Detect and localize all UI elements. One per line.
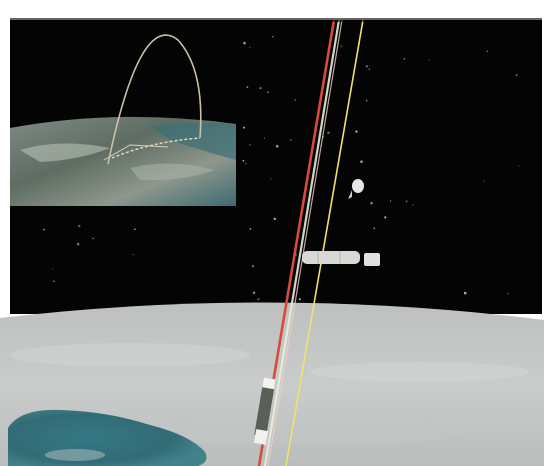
star bbox=[76, 242, 80, 246]
star bbox=[249, 144, 251, 146]
star bbox=[251, 265, 254, 268]
star bbox=[275, 145, 279, 148]
star bbox=[518, 165, 520, 167]
star bbox=[270, 178, 272, 180]
star bbox=[246, 86, 249, 89]
star bbox=[370, 201, 373, 205]
inset-cloud bbox=[130, 163, 215, 181]
star bbox=[463, 291, 467, 295]
star bbox=[242, 159, 245, 162]
star bbox=[483, 180, 485, 182]
cloud-band bbox=[130, 414, 470, 446]
star bbox=[267, 91, 269, 94]
star bbox=[132, 253, 134, 256]
star bbox=[290, 139, 292, 141]
star bbox=[405, 200, 408, 203]
star bbox=[249, 46, 251, 48]
star bbox=[92, 237, 94, 240]
inset-orbit-arc bbox=[111, 137, 201, 159]
module-icon[interactable] bbox=[302, 251, 380, 266]
star bbox=[403, 58, 406, 60]
star bbox=[360, 160, 363, 164]
star bbox=[272, 35, 274, 38]
star bbox=[257, 298, 260, 301]
star bbox=[327, 131, 330, 134]
star bbox=[355, 130, 358, 133]
tether-line-yellow bbox=[285, 19, 364, 466]
star bbox=[243, 126, 246, 129]
star bbox=[243, 41, 246, 45]
inset-orbit-arc bbox=[103, 144, 169, 161]
star bbox=[252, 291, 256, 295]
star bbox=[53, 280, 55, 283]
star bbox=[412, 204, 414, 206]
star bbox=[263, 137, 265, 139]
star bbox=[259, 87, 262, 90]
star bbox=[368, 68, 371, 70]
star bbox=[486, 50, 489, 53]
star bbox=[294, 99, 297, 101]
capsule-icon[interactable] bbox=[348, 179, 364, 199]
star bbox=[43, 228, 45, 231]
star bbox=[52, 268, 54, 270]
star bbox=[365, 65, 368, 68]
star bbox=[134, 228, 136, 230]
star bbox=[389, 200, 392, 202]
star bbox=[373, 227, 375, 230]
cloud-band bbox=[10, 343, 250, 367]
star bbox=[515, 74, 518, 76]
tether-line-light bbox=[263, 19, 341, 466]
star bbox=[77, 224, 81, 228]
star bbox=[245, 163, 247, 165]
star bbox=[384, 216, 387, 219]
star bbox=[340, 45, 343, 48]
ocean-cloud bbox=[45, 449, 105, 461]
inset-orbit-arc bbox=[107, 34, 202, 165]
star bbox=[366, 99, 368, 102]
star bbox=[273, 217, 277, 221]
tether-climber[interactable] bbox=[253, 377, 276, 445]
tether-line-pale bbox=[267, 19, 343, 466]
star bbox=[298, 298, 301, 301]
inset-cloud bbox=[20, 143, 110, 162]
star bbox=[249, 228, 252, 230]
inset-sea bbox=[150, 122, 236, 160]
star bbox=[428, 59, 431, 61]
top-edge-shadow bbox=[10, 18, 542, 22]
cloud-band bbox=[310, 362, 530, 382]
inset-earth-view[interactable] bbox=[10, 34, 236, 206]
star bbox=[507, 292, 509, 295]
